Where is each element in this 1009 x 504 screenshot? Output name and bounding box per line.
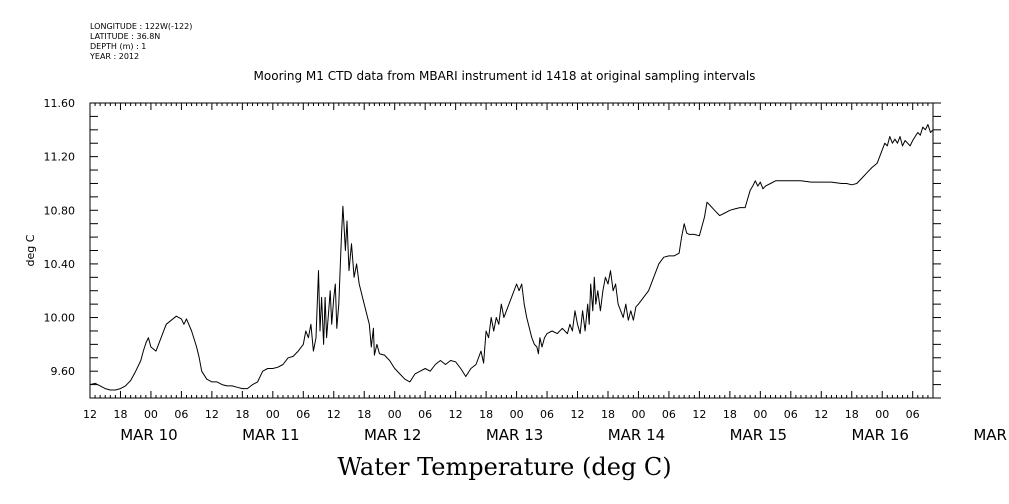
x-hour-tick-label: 12	[205, 408, 219, 421]
header-longitude: LONGITUDE : 122W(-122)	[90, 22, 193, 31]
x-hour-tick-label: 18	[357, 408, 371, 421]
x-hour-tick-label: 06	[296, 408, 310, 421]
header-depth: DEPTH (m) : 1	[90, 42, 147, 51]
x-hour-tick-label: 00	[144, 408, 158, 421]
y-tick-label: 9.60	[51, 365, 76, 378]
x-date-label: MAR 14	[608, 426, 665, 444]
y-axis-label: deg C	[24, 234, 37, 266]
series-line	[89, 124, 934, 391]
x-hour-tick-label: 00	[388, 408, 402, 421]
x-hour-tick-label: 06	[174, 408, 188, 421]
x-hour-tick-label: 06	[784, 408, 798, 421]
x-hour-tick-label: 06	[418, 408, 432, 421]
x-date-label: MAR 12	[364, 426, 421, 444]
x-hour-tick-label: 00	[875, 408, 889, 421]
x-hour-tick-label: 06	[540, 408, 554, 421]
x-hour-tick-label: 18	[601, 408, 615, 421]
x-hour-tick-label: 12	[327, 408, 341, 421]
x-hour-tick-label: 18	[479, 408, 493, 421]
x-hour-tick-label: 00	[631, 408, 645, 421]
x-axis-label: Water Temperature (deg C)	[337, 453, 672, 481]
x-hour-tick-label: 12	[449, 408, 463, 421]
y-tick-label: 10.40	[44, 258, 76, 271]
x-date-label: MAR 11	[242, 426, 299, 444]
y-tick-label: 11.20	[44, 151, 76, 164]
y-tick-label: 10.80	[44, 204, 76, 217]
chart-title: Mooring M1 CTD data from MBARI instrumen…	[253, 69, 756, 83]
x-hour-tick-label: 18	[845, 408, 859, 421]
x-hour-tick-label: 12	[571, 408, 585, 421]
x-hour-tick-label: 06	[662, 408, 676, 421]
x-hour-tick-label: 06	[906, 408, 920, 421]
x-hour-tick-label: 00	[510, 408, 524, 421]
x-hour-tick-label: 00	[753, 408, 767, 421]
y-tick-label: 11.60	[44, 97, 76, 110]
plot-frame	[89, 102, 934, 399]
header-latitude: LATITUDE : 36.8N	[90, 32, 161, 41]
x-hour-tick-label: 18	[113, 408, 127, 421]
x-date-label: MAR 16	[851, 426, 908, 444]
x-date-label: MAR 13	[486, 426, 543, 444]
header-year: YEAR : 2012	[90, 52, 140, 61]
x-hour-tick-label: 18	[723, 408, 737, 421]
x-hour-tick-label: 00	[266, 408, 280, 421]
x-date-label: MAR 10	[120, 426, 177, 444]
x-hour-tick-label: 12	[692, 408, 706, 421]
y-tick-label: 10.00	[44, 312, 76, 325]
x-hour-tick-label: 12	[814, 408, 828, 421]
x-date-label: MAR 17	[973, 426, 1009, 444]
x-date-label: MAR 15	[730, 426, 787, 444]
x-hour-tick-label: 12	[83, 408, 97, 421]
x-hour-tick-label: 18	[235, 408, 249, 421]
